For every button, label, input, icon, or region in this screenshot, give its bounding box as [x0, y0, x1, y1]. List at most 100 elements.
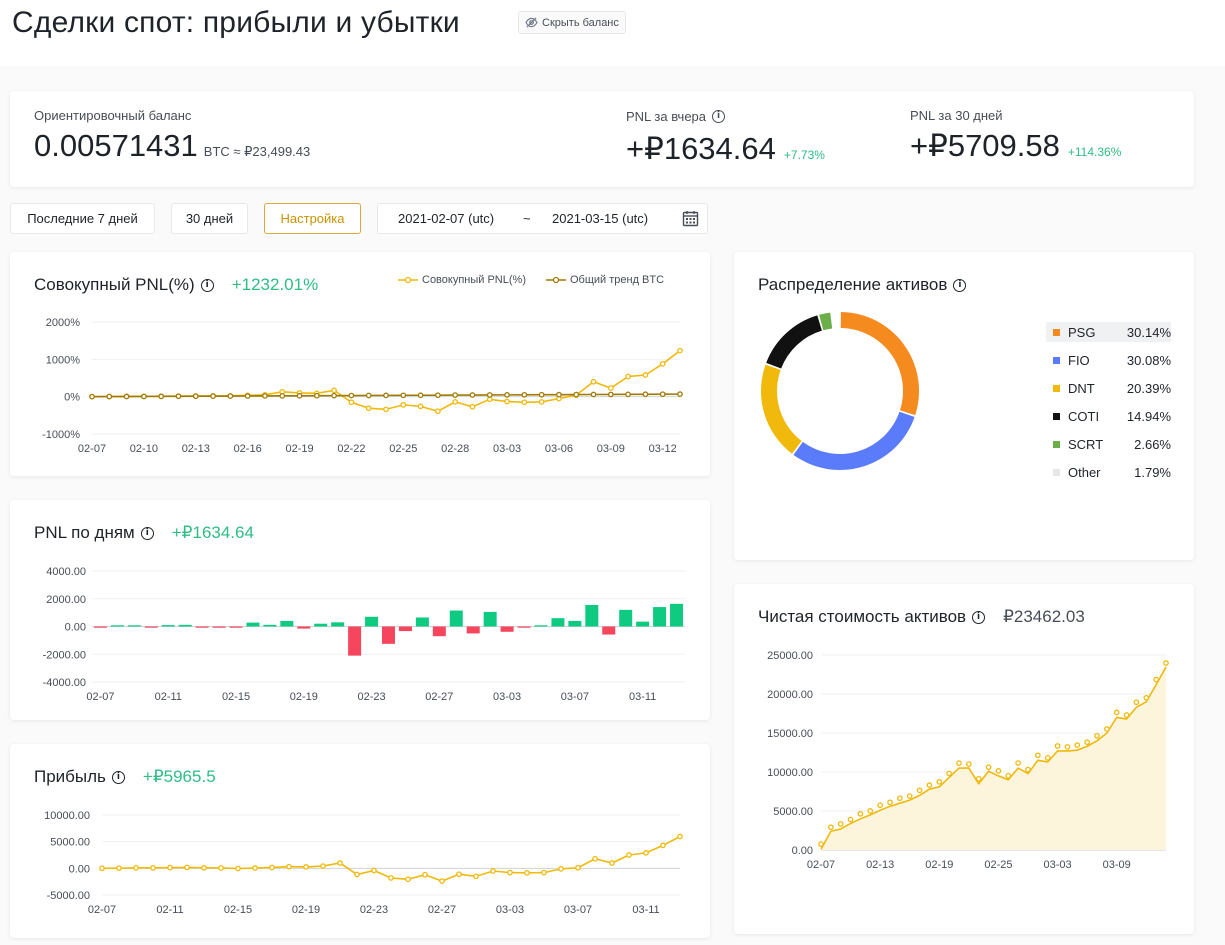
x-tick-label: 02-19 — [292, 904, 320, 916]
info-icon[interactable]: i — [953, 278, 967, 292]
data-point — [210, 393, 216, 399]
allocation-donut-chart[interactable] — [740, 291, 940, 491]
data-point — [452, 392, 459, 398]
filter-custom-button[interactable]: Настройка — [264, 203, 361, 234]
filter-30-days-button[interactable]: 30 дней — [171, 203, 248, 234]
data-point — [1113, 709, 1120, 716]
info-icon[interactable]: i — [972, 610, 986, 624]
legend-item-dnt[interactable]: DNT 20.39% — [1046, 378, 1171, 398]
legend-item-other[interactable]: Other 1.79% — [1046, 462, 1171, 482]
cumulative-pnl-title: Совокупный PNL(%) — [34, 275, 195, 294]
x-tick-label: 02-07 — [807, 859, 835, 871]
data-point — [435, 392, 441, 399]
allocation-title: Распределение активов — [758, 275, 948, 294]
y-tick-label: 20000.00 — [767, 689, 813, 701]
y-tick-label: -4000.00 — [43, 677, 86, 689]
data-point — [262, 393, 268, 399]
pnl-yesterday-value: +₽1634.64 — [626, 131, 776, 166]
net-worth-header: Чистая стоимость активов i ₽23462.03 — [758, 607, 1085, 627]
data-point — [558, 866, 564, 872]
bar — [110, 625, 124, 627]
cumulative-pnl-value: +1232.01% — [231, 275, 319, 294]
y-tick-label: 1000% — [46, 354, 80, 366]
data-point — [201, 864, 207, 871]
x-tick-label: 02-19 — [285, 443, 313, 455]
x-tick-label: 03-03 — [493, 691, 521, 703]
info-icon[interactable]: i — [111, 770, 125, 784]
balance-value: 0.00571431 — [34, 128, 198, 163]
data-point — [818, 841, 824, 848]
data-point — [400, 392, 407, 399]
bar — [297, 626, 311, 629]
info-icon[interactable]: i — [200, 278, 214, 292]
bar — [161, 625, 175, 627]
data-point — [123, 393, 130, 400]
data-point — [906, 793, 913, 799]
legend-swatch — [1053, 440, 1060, 448]
cumulative-pnl-card: Совокупный PNL(%) i +1232.01% Совокупный… — [10, 252, 710, 476]
asset-allocation-card: Распределение активов i PSG 30.14% FIO 30.0… — [734, 252, 1194, 560]
filter-last-7-days-button[interactable]: Последние 7 дней — [10, 203, 155, 234]
x-tick-label: 02-19 — [290, 691, 318, 703]
bar — [144, 626, 158, 628]
legend-asset-name: DNT — [1068, 380, 1095, 396]
cumulative-pnl-chart[interactable]: 2000% 1000% 0% -1000% 02-07 02-10 02-13 02-16 02… — [10, 252, 710, 476]
legend-asset-name: COTI — [1068, 408, 1100, 424]
data-point — [400, 402, 407, 408]
data-point — [538, 399, 545, 405]
legend-item-fio[interactable]: FIO 30.08% — [1046, 350, 1171, 370]
data-point — [469, 392, 476, 398]
allocation-header: Распределение активов i — [758, 275, 967, 295]
date-to[interactable]: 2021-03-15 (utc) — [552, 211, 649, 226]
bar — [585, 604, 599, 627]
legend-item-coti[interactable]: COTI 14.94% — [1046, 406, 1171, 426]
x-tick-label: 03-11 — [632, 904, 659, 916]
date-separator: ~ — [523, 211, 531, 226]
data-point — [269, 864, 275, 871]
daily-pnl-header: PNL по дням i +₽1634.64 — [34, 523, 254, 543]
y-tick-label: 10000.00 — [44, 810, 90, 822]
y-tick-label: 0.00 — [69, 863, 90, 875]
bar — [314, 623, 328, 627]
data-point — [1015, 760, 1021, 766]
legend-asset-name: FIO — [1068, 352, 1090, 368]
legend-item-cumulative[interactable]: Совокупный PNL(%) — [422, 274, 526, 286]
data-point — [1025, 766, 1031, 773]
pnl-yesterday-label: PNL за вчера — [626, 109, 707, 124]
data-point — [313, 392, 320, 399]
data-point — [592, 855, 598, 862]
legend-item-scrt[interactable]: SCRT 2.66% — [1046, 434, 1171, 454]
y-tick-label: 0% — [64, 392, 80, 404]
x-tick-label: 02-07 — [86, 691, 114, 703]
bar — [568, 620, 582, 627]
bar — [246, 622, 260, 627]
data-point — [521, 399, 528, 406]
legend-item-psg[interactable]: PSG 30.14% — [1046, 322, 1171, 342]
y-tick-label: -1000% — [42, 429, 80, 441]
date-range-picker[interactable]: 2021-02-07 (utc) ~ 2021-03-15 (utc) — [377, 203, 708, 234]
data-point — [388, 875, 394, 881]
data-point — [456, 871, 462, 878]
net-worth-chart[interactable]: 25000.00 20000.00 15000.00 10000.00 5000.00 0… — [734, 584, 1194, 934]
data-point — [422, 871, 428, 878]
data-point — [218, 865, 224, 871]
legend-item-btc-trend[interactable]: Общий тренд BTC — [569, 274, 665, 286]
data-point — [643, 850, 649, 856]
data-point — [1005, 772, 1012, 779]
net-worth-card: Чистая стоимость активов i ₽23462.03 250… — [734, 584, 1194, 934]
info-icon[interactable]: i — [712, 110, 726, 123]
profit-chart[interactable]: 10000.00 5000.00 0.00 -5000.00 02-07 02-11 02-… — [10, 744, 710, 938]
date-from[interactable]: 2021-02-07 (utc) — [398, 211, 495, 226]
data-point — [1044, 755, 1051, 761]
y-tick-label: 0.00 — [792, 845, 813, 857]
donut-slice-fio — [793, 411, 915, 470]
hide-balance-button[interactable]: Скрыть баланс — [518, 11, 626, 34]
profit-value: +₽5965.5 — [142, 767, 216, 786]
calendar-icon[interactable] — [682, 210, 699, 227]
data-point — [141, 393, 147, 400]
data-point — [439, 878, 445, 884]
legend-swatch — [1053, 384, 1060, 392]
data-point — [607, 385, 614, 391]
info-icon[interactable]: i — [140, 526, 154, 540]
